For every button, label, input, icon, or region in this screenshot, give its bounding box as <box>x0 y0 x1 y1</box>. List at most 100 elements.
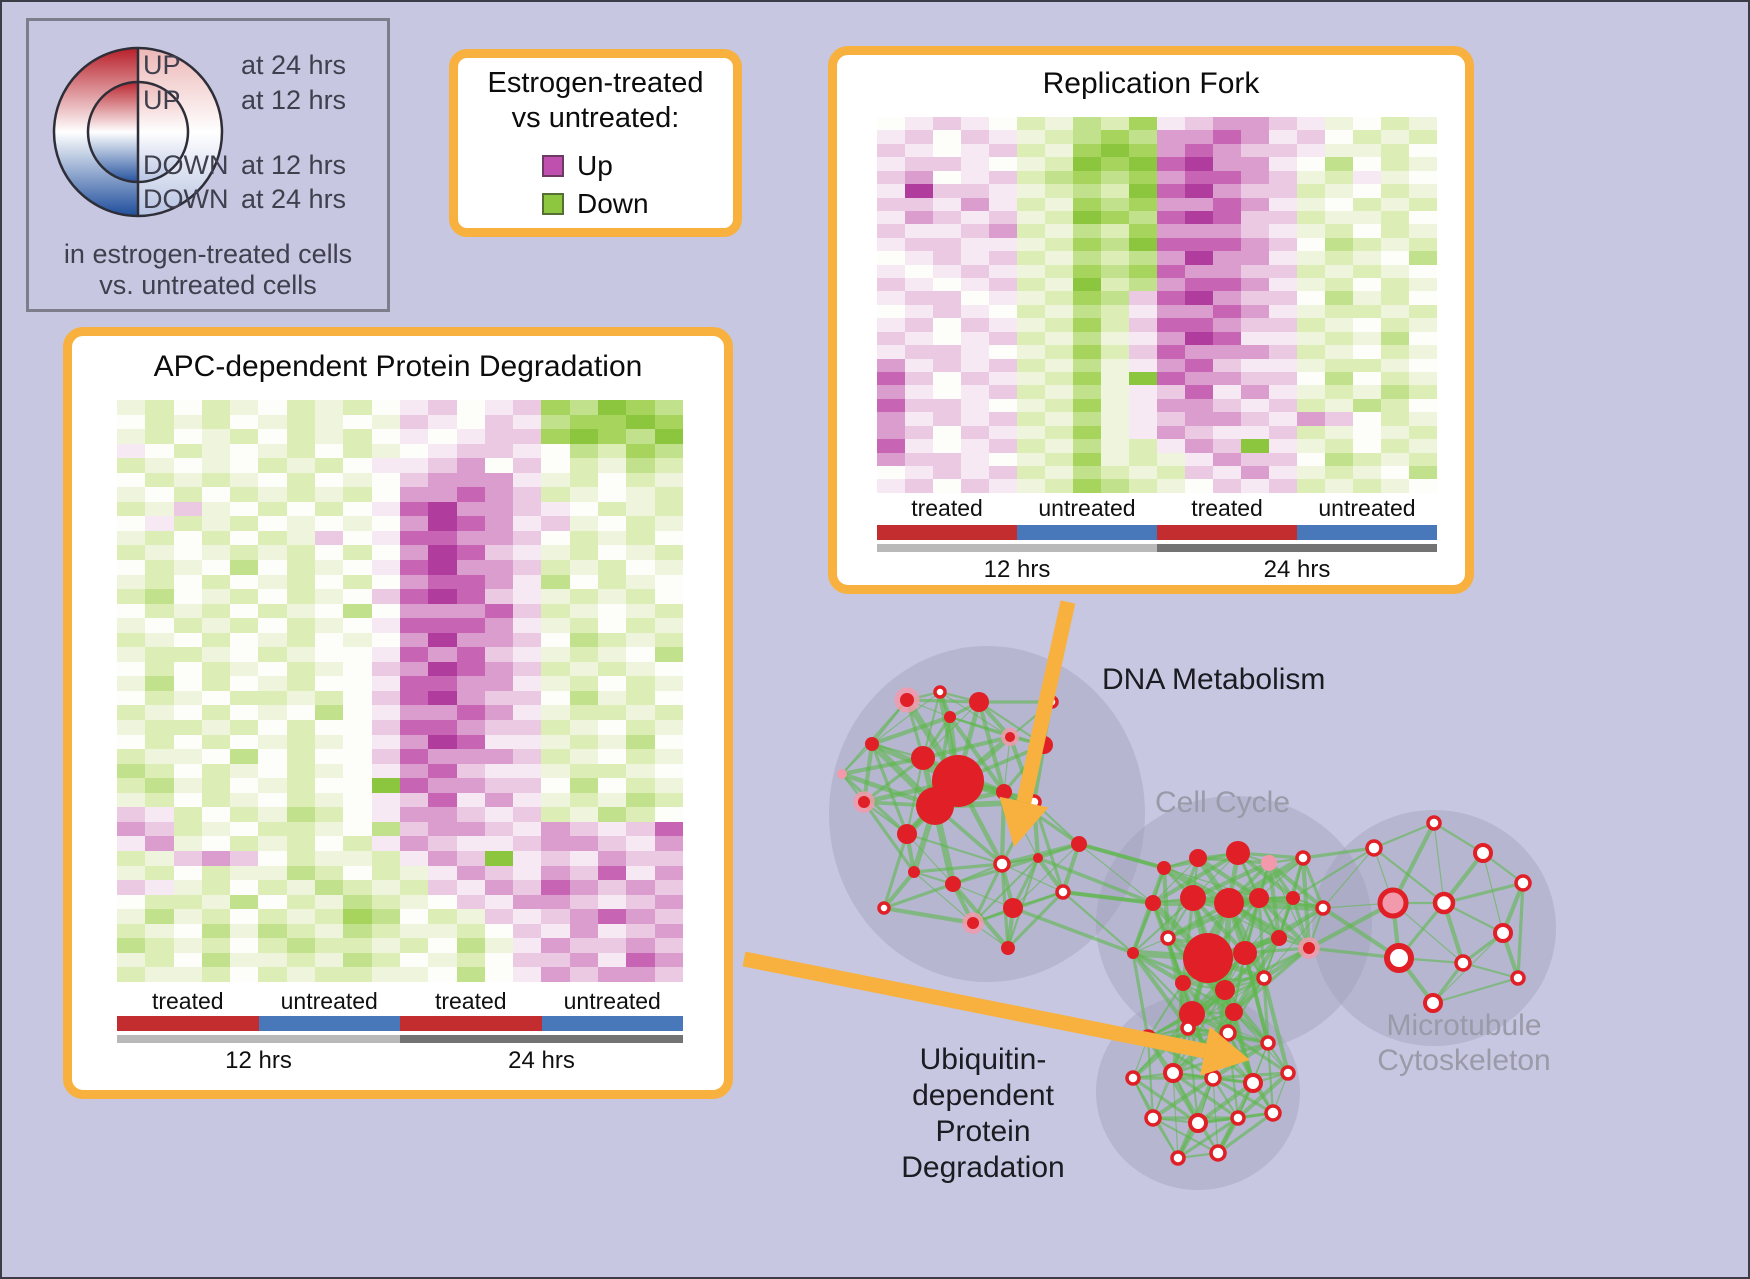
heatmap-cell <box>201 501 231 517</box>
heatmap-cell <box>933 425 961 440</box>
heatmap-cell <box>598 545 627 561</box>
heatmap-cell <box>315 487 344 502</box>
heatmap-cell <box>626 938 655 953</box>
network-node <box>1180 885 1206 911</box>
heatmap-cell <box>1129 304 1157 319</box>
heatmap-cell <box>201 603 231 619</box>
heatmap-cell <box>961 130 989 144</box>
heatmap-cell <box>201 734 231 750</box>
heatmap-cell <box>399 487 429 502</box>
heatmap-cell <box>877 157 905 171</box>
heatmap-cell <box>1213 398 1241 413</box>
heatmap-cell <box>258 472 287 488</box>
heatmap-cell <box>1185 345 1213 359</box>
heatmap-cell <box>399 880 429 895</box>
heatmap-cell <box>1409 345 1437 359</box>
heatmap-cell <box>428 720 457 735</box>
heatmap-cell <box>286 938 316 953</box>
heatmap-cell <box>371 589 400 604</box>
heatmap-cell <box>484 749 514 764</box>
heatmap-cell <box>569 821 599 837</box>
heatmap-cell <box>905 117 933 131</box>
heatmap-cell <box>145 429 174 444</box>
heatmap-cell <box>258 952 287 968</box>
heatmap-cell <box>343 880 372 895</box>
network-node <box>858 796 870 808</box>
heatmap-row <box>877 278 1437 292</box>
heatmap-cell <box>513 661 542 677</box>
network-edge <box>1151 851 1240 905</box>
heatmap-cell <box>286 661 316 677</box>
heatmap-cell <box>286 400 316 415</box>
heatmap-cell <box>961 412 989 426</box>
heatmap-cell <box>1185 412 1213 426</box>
heatmap-cell <box>1297 130 1325 144</box>
heatmap-cell <box>484 763 514 779</box>
network-edge <box>1001 863 1064 893</box>
legend-row-up-12: UP at 12 hrs <box>29 85 387 115</box>
heatmap-cell <box>258 923 287 939</box>
network-edge <box>1432 976 1519 1005</box>
heatmap-cell <box>513 938 542 953</box>
network-edge <box>1147 982 1184 1039</box>
network-node <box>1514 874 1532 892</box>
heatmap-cell <box>1297 331 1325 346</box>
heatmap-cell <box>1213 184 1241 198</box>
heatmap-cell <box>286 807 316 822</box>
heatmap-cell <box>1129 452 1157 466</box>
treated-bar <box>400 1016 542 1031</box>
heatmap-cell <box>1185 170 1213 185</box>
heatmap-cell <box>598 603 627 619</box>
heatmap-cell <box>598 836 627 851</box>
heatmap-cell <box>145 749 174 764</box>
heatmap-cell <box>541 647 570 662</box>
heatmap-cell <box>258 880 287 895</box>
network-edge <box>1177 1116 1239 1160</box>
heatmap-cell <box>654 472 683 488</box>
heatmap-cell <box>484 472 514 488</box>
heatmap-cell <box>230 967 259 982</box>
24hrs-bar <box>400 1035 683 1043</box>
heatmap-cell <box>961 398 989 413</box>
heatmap-cell <box>428 560 457 575</box>
heatmap-cell <box>598 938 627 953</box>
heatmap-cell <box>654 880 683 895</box>
heatmap-cell <box>933 170 961 185</box>
heatmap-cell <box>626 603 655 619</box>
heatmap-cell <box>654 661 683 677</box>
heatmap-cell <box>428 487 457 502</box>
heatmap-cell <box>626 894 655 910</box>
heatmap-cell <box>1157 425 1185 440</box>
heatmap-cell <box>1325 385 1353 399</box>
heatmap-cell <box>1353 117 1381 131</box>
network-node <box>1365 839 1383 857</box>
heatmap-cell <box>905 278 933 292</box>
heatmap-cell <box>1353 398 1381 413</box>
heatmap-cell <box>286 647 316 662</box>
heatmap-cell <box>1129 197 1157 211</box>
network-edge <box>1031 744 1047 803</box>
heatmap-cell <box>1241 210 1269 225</box>
heatmap-cell <box>117 618 146 633</box>
network-node <box>911 746 935 770</box>
heatmap-cell <box>989 304 1017 319</box>
heatmap-row <box>877 412 1437 426</box>
heatmap-cell <box>1213 224 1241 238</box>
heatmap-cell <box>1269 385 1297 399</box>
heatmap-cell <box>654 516 683 531</box>
heatmap-cell <box>173 618 202 633</box>
network-node <box>944 711 956 723</box>
heatmap-cell <box>1045 385 1073 399</box>
heatmap-cell <box>173 894 202 910</box>
heatmap-cell <box>1297 358 1325 373</box>
heatmap-cell <box>315 530 344 546</box>
heatmap-cell <box>428 734 457 750</box>
heatmap-cell <box>484 909 514 924</box>
heatmap-cell <box>1381 170 1409 185</box>
heatmap-cell <box>258 720 287 735</box>
heatmap-cell <box>654 589 683 604</box>
heatmap-cell <box>541 734 570 750</box>
heatmap-cell <box>1381 117 1409 131</box>
heatmap-cell <box>399 443 429 459</box>
